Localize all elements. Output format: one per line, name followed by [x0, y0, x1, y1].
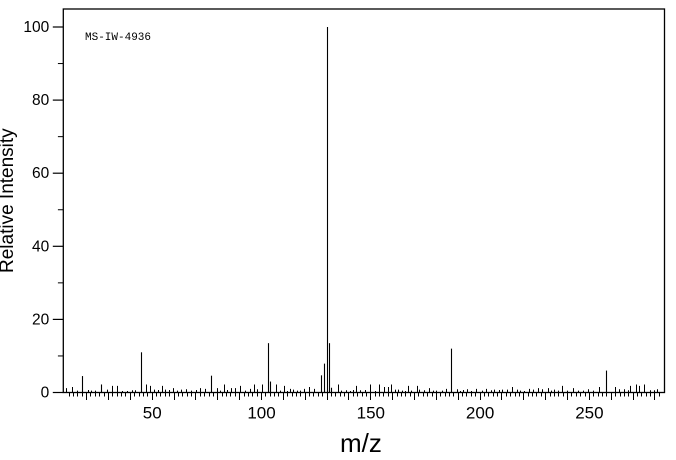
svg-text:20: 20	[32, 311, 50, 328]
svg-text:50: 50	[143, 404, 162, 423]
svg-text:100: 100	[247, 404, 275, 423]
svg-text:80: 80	[32, 92, 50, 109]
svg-text:60: 60	[32, 165, 50, 182]
svg-text:0: 0	[41, 385, 50, 402]
svg-text:250: 250	[575, 404, 603, 423]
svg-text:100: 100	[23, 19, 49, 36]
svg-text:150: 150	[357, 404, 385, 423]
svg-text:200: 200	[466, 404, 494, 423]
svg-text:40: 40	[32, 238, 50, 255]
